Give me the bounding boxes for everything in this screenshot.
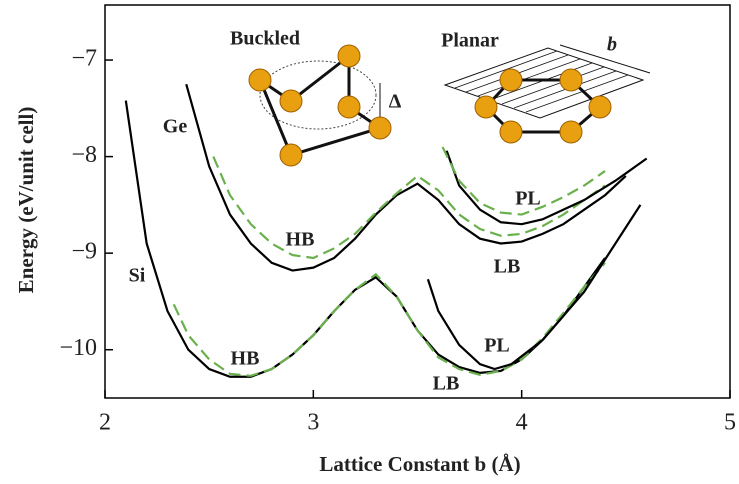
x-tick-label: 3 [307, 410, 319, 436]
x-tick-label: 4 [516, 410, 528, 436]
y-tick-label: −9 [71, 239, 97, 265]
x-tick-label: 2 [99, 410, 111, 436]
annotation: Si [129, 265, 146, 287]
y-tick-label: −7 [71, 46, 97, 72]
plot-frame [105, 5, 730, 398]
y-tick-label: −10 [59, 335, 97, 361]
annotation: b [607, 34, 617, 56]
curve [126, 101, 605, 377]
annotation: HB [231, 348, 260, 370]
curve [213, 157, 605, 258]
annotation: LB [433, 373, 460, 395]
x-axis-label: Lattice Constant b (Å) [319, 452, 520, 476]
annotation: HB [286, 229, 315, 251]
curve [447, 151, 647, 224]
y-tick-label: −8 [71, 142, 97, 168]
buckled-inset [260, 56, 380, 155]
planar-inset [445, 45, 650, 132]
y-axis-label: Energy (eV/unit cell) [14, 107, 38, 294]
annotation: Buckled [230, 28, 300, 50]
curve [186, 84, 626, 270]
annotation: PL [515, 188, 541, 210]
annotation: Δ [389, 91, 402, 113]
annotation: LB [494, 256, 521, 278]
annotation: PL [484, 335, 510, 357]
annotation: Ge [163, 116, 188, 138]
x-tick-label: 5 [724, 410, 736, 436]
annotation: Planar [441, 30, 499, 52]
chart: Lattice Constant b (Å) Energy (eV/unit c… [0, 0, 739, 484]
